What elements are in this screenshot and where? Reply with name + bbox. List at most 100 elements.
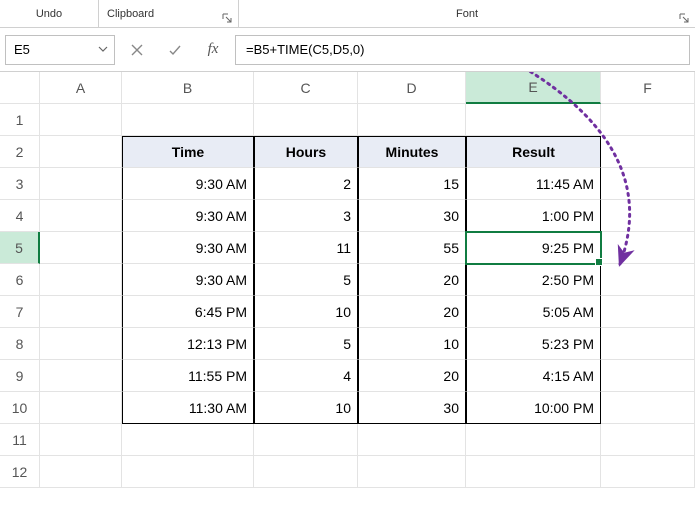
cell[interactable] <box>40 360 122 392</box>
table-cell[interactable]: 11:55 PM <box>122 360 254 392</box>
table-cell[interactable]: 5:23 PM <box>466 328 601 360</box>
row-header[interactable]: 2 <box>0 136 40 168</box>
column-header[interactable]: D <box>358 72 466 104</box>
cell[interactable] <box>601 360 695 392</box>
table-cell[interactable]: 9:30 AM <box>122 200 254 232</box>
table-cell[interactable]: 10 <box>254 392 358 424</box>
cell[interactable] <box>358 424 466 456</box>
chevron-down-icon[interactable] <box>98 42 108 57</box>
table-cell[interactable]: 4 <box>254 360 358 392</box>
name-box[interactable]: E5 <box>5 35 115 65</box>
cell[interactable] <box>358 104 466 136</box>
table-cell[interactable]: 4:15 AM <box>466 360 601 392</box>
cell[interactable] <box>601 424 695 456</box>
table-cell[interactable]: 20 <box>358 360 466 392</box>
cell[interactable] <box>40 424 122 456</box>
table-cell[interactable]: 9:30 AM <box>122 168 254 200</box>
table-header[interactable]: Result <box>466 136 601 168</box>
cell[interactable] <box>601 168 695 200</box>
table-cell[interactable]: 12:13 PM <box>122 328 254 360</box>
cell[interactable] <box>601 392 695 424</box>
table-header[interactable]: Minutes <box>358 136 466 168</box>
row-header[interactable]: 3 <box>0 168 40 200</box>
cell[interactable] <box>40 264 122 296</box>
column-header[interactable]: B <box>122 72 254 104</box>
cell[interactable] <box>40 200 122 232</box>
row-header[interactable]: 7 <box>0 296 40 328</box>
table-cell[interactable]: 5:05 AM <box>466 296 601 328</box>
column-header[interactable]: E <box>466 72 601 104</box>
cell[interactable] <box>40 104 122 136</box>
cell[interactable] <box>601 136 695 168</box>
cell[interactable] <box>601 200 695 232</box>
table-cell[interactable]: 5 <box>254 328 358 360</box>
table-cell[interactable]: 11 <box>254 232 358 264</box>
row-header[interactable]: 12 <box>0 456 40 488</box>
table-cell[interactable]: 11:30 AM <box>122 392 254 424</box>
table-cell[interactable]: 2 <box>254 168 358 200</box>
row-header[interactable]: 8 <box>0 328 40 360</box>
table-cell[interactable]: 30 <box>358 392 466 424</box>
cell[interactable] <box>122 104 254 136</box>
table-cell[interactable]: 11:45 AM <box>466 168 601 200</box>
cell[interactable] <box>466 424 601 456</box>
enter-button[interactable] <box>159 35 191 65</box>
column-header[interactable]: C <box>254 72 358 104</box>
table-cell[interactable]: 3 <box>254 200 358 232</box>
cell[interactable] <box>601 456 695 488</box>
dialog-launcher-icon[interactable] <box>220 11 234 25</box>
cell[interactable] <box>466 456 601 488</box>
cell[interactable] <box>601 328 695 360</box>
table-cell[interactable]: 10 <box>358 328 466 360</box>
table-cell[interactable]: 9:30 AM <box>122 264 254 296</box>
cell[interactable] <box>601 104 695 136</box>
row-header[interactable]: 5 <box>0 232 40 264</box>
row-header[interactable]: 10 <box>0 392 40 424</box>
cell[interactable] <box>40 136 122 168</box>
cell[interactable] <box>122 456 254 488</box>
cell[interactable] <box>122 424 254 456</box>
cell[interactable] <box>40 232 122 264</box>
dialog-launcher-icon[interactable] <box>677 11 691 25</box>
row-header[interactable]: 9 <box>0 360 40 392</box>
table-header[interactable]: Hours <box>254 136 358 168</box>
table-cell[interactable]: 55 <box>358 232 466 264</box>
table-cell[interactable]: 10 <box>254 296 358 328</box>
cell[interactable] <box>254 456 358 488</box>
spreadsheet-grid[interactable]: ABCDEF12TimeHoursMinutesResult39:30 AM21… <box>0 72 695 488</box>
table-cell[interactable]: 2:50 PM <box>466 264 601 296</box>
table-cell[interactable]: 6:45 PM <box>122 296 254 328</box>
table-cell[interactable]: 30 <box>358 200 466 232</box>
cancel-button[interactable] <box>121 35 153 65</box>
table-cell[interactable]: 20 <box>358 264 466 296</box>
cell[interactable] <box>254 424 358 456</box>
column-header[interactable]: A <box>40 72 122 104</box>
cell[interactable] <box>40 392 122 424</box>
row-header[interactable]: 4 <box>0 200 40 232</box>
select-all-corner[interactable] <box>0 72 40 104</box>
table-cell[interactable]: 9:25 PM <box>466 232 601 264</box>
table-cell[interactable]: 15 <box>358 168 466 200</box>
cell[interactable] <box>40 168 122 200</box>
cell[interactable] <box>40 328 122 360</box>
cell[interactable] <box>254 104 358 136</box>
cell[interactable] <box>40 296 122 328</box>
column-header[interactable]: F <box>601 72 695 104</box>
insert-function-button[interactable]: fx <box>197 35 229 65</box>
cell[interactable] <box>601 232 695 264</box>
cell[interactable] <box>466 104 601 136</box>
formula-input[interactable]: =B5+TIME(C5,D5,0) <box>235 35 690 65</box>
row-header[interactable]: 6 <box>0 264 40 296</box>
table-header[interactable]: Time <box>122 136 254 168</box>
row-header[interactable]: 1 <box>0 104 40 136</box>
cell[interactable] <box>601 296 695 328</box>
table-cell[interactable]: 20 <box>358 296 466 328</box>
table-cell[interactable]: 1:00 PM <box>466 200 601 232</box>
table-cell[interactable]: 10:00 PM <box>466 392 601 424</box>
table-cell[interactable]: 5 <box>254 264 358 296</box>
row-header[interactable]: 11 <box>0 424 40 456</box>
cell[interactable] <box>601 264 695 296</box>
cell[interactable] <box>358 456 466 488</box>
cell[interactable] <box>40 456 122 488</box>
table-cell[interactable]: 9:30 AM <box>122 232 254 264</box>
